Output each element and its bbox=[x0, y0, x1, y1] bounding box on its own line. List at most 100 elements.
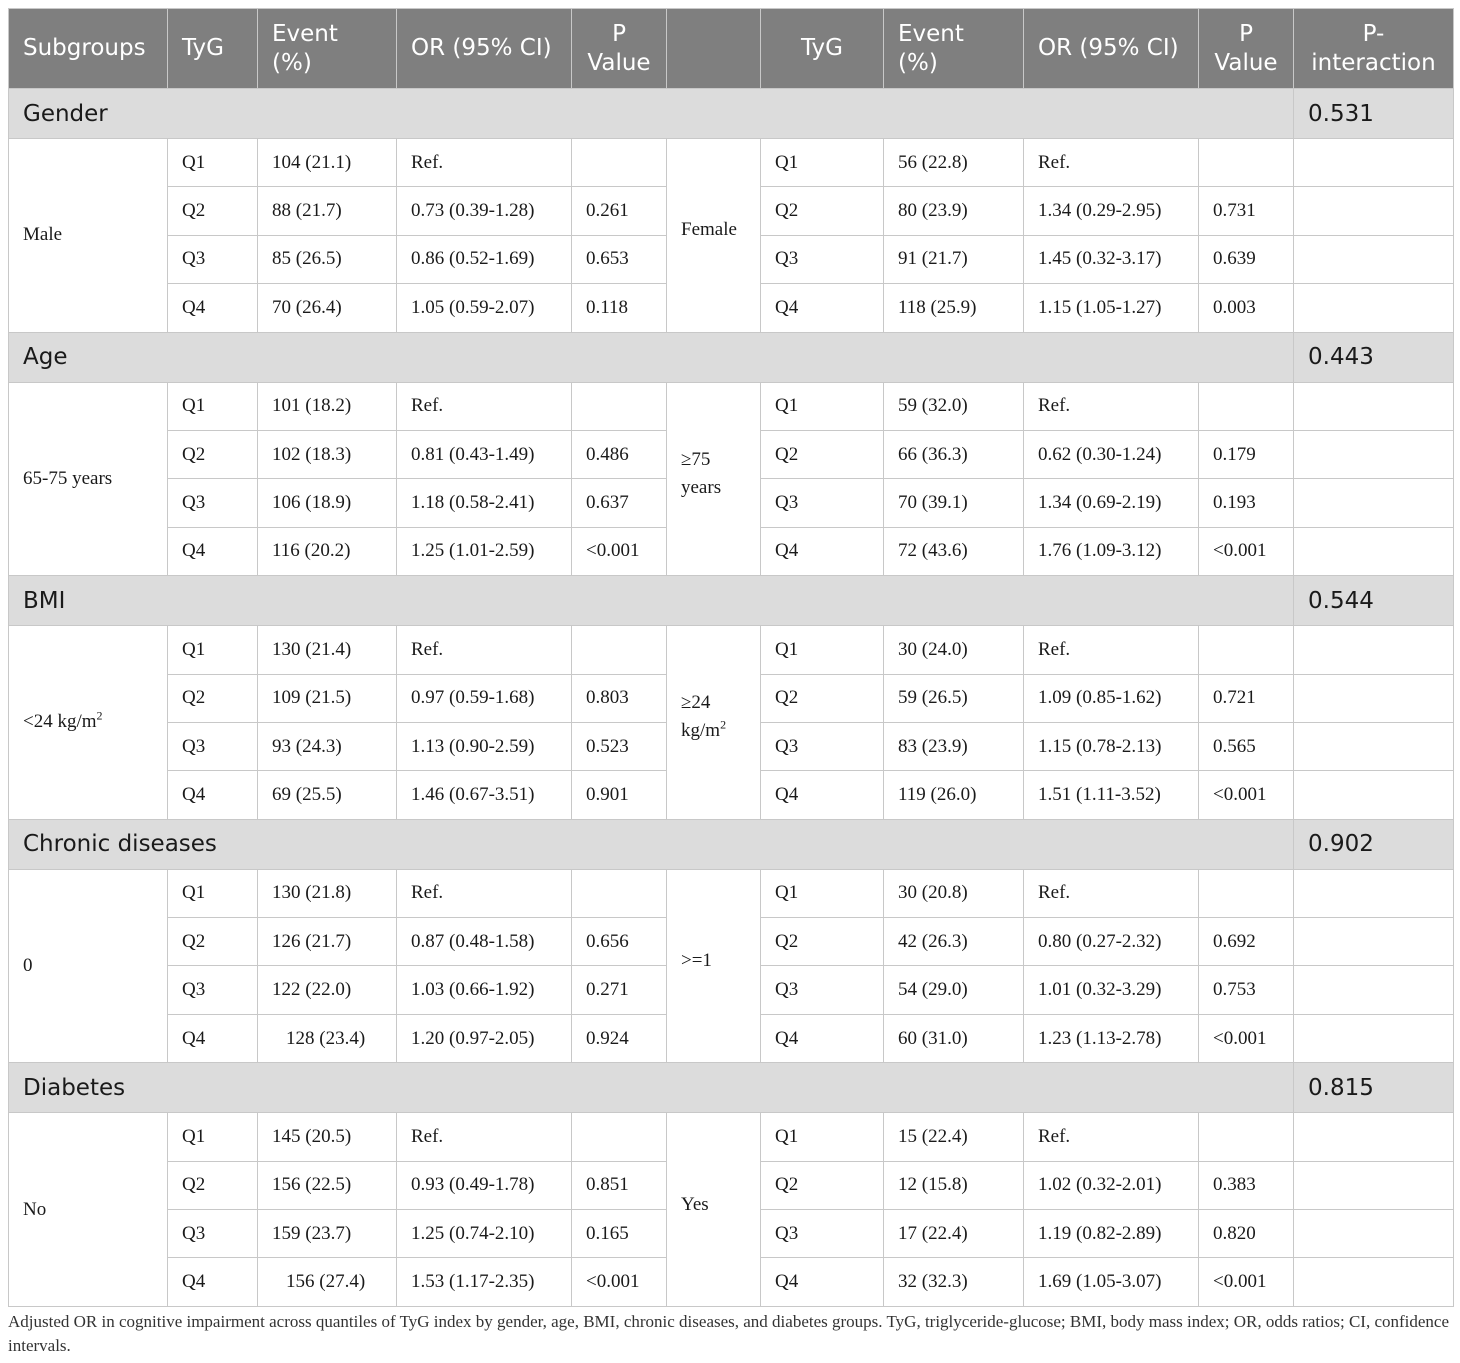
odds-ratio: 1.13 (0.90-2.59) bbox=[396, 721, 572, 772]
group-name: Age bbox=[8, 331, 1294, 383]
odds-ratio: 0.93 (0.49-1.78) bbox=[396, 1160, 572, 1211]
event-count: 88 (21.7) bbox=[257, 186, 397, 236]
event-count: 156 (27.4) bbox=[257, 1257, 397, 1307]
p-value-2: <0.001 bbox=[1198, 770, 1294, 820]
tyg-quantile-2: Q4 bbox=[760, 770, 884, 820]
subgroup-label-text: >=1 bbox=[681, 949, 712, 971]
odds-ratio: 0.73 (0.39-1.28) bbox=[396, 186, 572, 236]
table-row: Q2 88 (21.7) 0.73 (0.39-1.28) 0.261 Q2 80 (23… bbox=[9, 186, 1454, 236]
table-row: Q4 156 (27.4) 1.53 (1.17-2.35) <0.001 Q4 32 (… bbox=[9, 1257, 1454, 1307]
event-count: 106 (18.9) bbox=[257, 478, 397, 528]
group-header-row: Chronic diseases 0.902 bbox=[8, 818, 1454, 870]
tyg-quantile: Q2 bbox=[167, 917, 258, 967]
tyg-quantile-2: Q2 bbox=[760, 429, 884, 480]
odds-ratio-2: Ref. bbox=[1023, 625, 1199, 675]
p-interaction-value: 0.531 bbox=[1293, 88, 1454, 139]
header-event: Event (%) bbox=[257, 8, 397, 89]
event-count: 93 (24.3) bbox=[257, 721, 397, 772]
subgroup-label-text: Male bbox=[23, 224, 63, 246]
tyg-quantile: Q4 bbox=[167, 770, 258, 820]
event-count-2: 17 (22.4) bbox=[883, 1209, 1024, 1259]
odds-ratio-2: 1.15 (0.78-2.13) bbox=[1023, 721, 1199, 772]
event-count-2: 12 (15.8) bbox=[883, 1160, 1024, 1211]
tyg-quantile: Q3 bbox=[167, 1209, 258, 1259]
p-interaction-cell bbox=[1293, 673, 1454, 723]
event-count: 116 (20.2) bbox=[257, 526, 397, 577]
header-tyg: TyG bbox=[167, 8, 258, 89]
p-value: <0.001 bbox=[571, 526, 667, 577]
p-value: 0.637 bbox=[571, 478, 667, 528]
tyg-quantile-2: Q3 bbox=[760, 234, 884, 285]
odds-ratio-2: 1.34 (0.69-2.19) bbox=[1023, 478, 1199, 528]
p-interaction-value: 0.902 bbox=[1293, 818, 1454, 870]
odds-ratio-2: 0.62 (0.30-1.24) bbox=[1023, 429, 1199, 480]
p-value-2: 0.565 bbox=[1198, 721, 1294, 772]
subgroup-label-text: 65-75 years bbox=[23, 467, 113, 489]
p-interaction-cell bbox=[1293, 429, 1454, 480]
odds-ratio: 1.25 (0.74-2.10) bbox=[396, 1209, 572, 1259]
event-count: 85 (26.5) bbox=[257, 234, 397, 285]
event-count: 102 (18.3) bbox=[257, 429, 397, 480]
odds-ratio: Ref. bbox=[396, 1112, 572, 1162]
table-row: Q3 93 (24.3) 1.13 (0.90-2.59) 0.523 Q3 83 (23… bbox=[9, 721, 1454, 772]
p-interaction-cell bbox=[1293, 526, 1454, 577]
subgroup-label-text: Female bbox=[681, 219, 737, 241]
p-interaction-cell bbox=[1293, 868, 1454, 919]
group-name: Chronic diseases bbox=[8, 818, 1294, 870]
event-count-2: 30 (20.8) bbox=[883, 868, 1024, 919]
group-header-row: Diabetes 0.815 bbox=[8, 1062, 1454, 1114]
tyg-quantile: Q3 bbox=[167, 234, 258, 285]
tyg-quantile: Q2 bbox=[167, 186, 258, 236]
p-value: 0.165 bbox=[571, 1209, 667, 1259]
p-interaction-cell bbox=[1293, 1160, 1454, 1211]
tyg-quantile-2: Q3 bbox=[760, 1209, 884, 1259]
subgroup-label-text: ≥24 kg/m bbox=[681, 692, 721, 742]
p-interaction-cell bbox=[1293, 721, 1454, 772]
p-value-2: 0.003 bbox=[1198, 283, 1294, 333]
odds-ratio-2: Ref. bbox=[1023, 1112, 1199, 1162]
header-tyg-2: TyG bbox=[760, 8, 884, 89]
tyg-quantile: Q3 bbox=[167, 721, 258, 772]
p-value: 0.653 bbox=[571, 234, 667, 285]
tyg-quantile: Q4 bbox=[167, 1013, 258, 1064]
header-p-value-2: P Value bbox=[1198, 8, 1294, 89]
event-count: 128 (23.4) bbox=[257, 1013, 397, 1064]
subgroup-label-left: No bbox=[8, 1112, 168, 1307]
table-row: Q4 70 (26.4) 1.05 (0.59-2.07) 0.118 Q4 118 (2… bbox=[9, 283, 1454, 333]
p-value-2: 0.383 bbox=[1198, 1160, 1294, 1211]
table-row: Q2 156 (22.5) 0.93 (0.49-1.78) 0.851 Q2 12 (1… bbox=[9, 1160, 1454, 1211]
event-count: 70 (26.4) bbox=[257, 283, 397, 333]
odds-ratio-2: 1.23 (1.13-2.78) bbox=[1023, 1013, 1199, 1064]
tyg-quantile-2: Q3 bbox=[760, 721, 884, 772]
subgroup-label-left: <24 kg/m2 bbox=[8, 625, 168, 820]
table-row: Q3 106 (18.9) 1.18 (0.58-2.41) 0.637 Q3 70 (3… bbox=[9, 478, 1454, 528]
p-value: 0.851 bbox=[571, 1160, 667, 1211]
p-value bbox=[571, 381, 667, 431]
tyg-quantile-2: Q2 bbox=[760, 186, 884, 236]
p-value bbox=[571, 137, 667, 188]
subgroup-label-right: ≥24 kg/m2 bbox=[666, 625, 761, 820]
header-subgroups: Subgroups bbox=[8, 8, 168, 89]
event-count-2: 83 (23.9) bbox=[883, 721, 1024, 772]
odds-ratio: 1.25 (1.01-2.59) bbox=[396, 526, 572, 577]
table-row: Q2 126 (21.7) 0.87 (0.48-1.58) 0.656 Q2 42 (2… bbox=[9, 917, 1454, 967]
subgroup-label-right: >=1 bbox=[666, 868, 761, 1064]
event-count-2: 59 (32.0) bbox=[883, 381, 1024, 431]
p-value: 0.486 bbox=[571, 429, 667, 480]
tyg-quantile: Q3 bbox=[167, 478, 258, 528]
tyg-quantile-2: Q1 bbox=[760, 625, 884, 675]
event-count-2: 118 (25.9) bbox=[883, 283, 1024, 333]
odds-ratio-2: 1.34 (0.29-2.95) bbox=[1023, 186, 1199, 236]
p-value-2: 0.179 bbox=[1198, 429, 1294, 480]
p-value-2 bbox=[1198, 868, 1294, 919]
table-row: Q4 116 (20.2) 1.25 (1.01-2.59) <0.001 Q4 72 (… bbox=[9, 526, 1454, 577]
event-count-2: 91 (21.7) bbox=[883, 234, 1024, 285]
tyg-quantile-2: Q4 bbox=[760, 526, 884, 577]
tyg-quantile: Q1 bbox=[167, 137, 258, 188]
p-value: 0.924 bbox=[571, 1013, 667, 1064]
odds-ratio-2: 1.69 (1.05-3.07) bbox=[1023, 1257, 1199, 1307]
tyg-quantile-2: Q4 bbox=[760, 283, 884, 333]
p-value: 0.803 bbox=[571, 673, 667, 723]
odds-ratio: 1.18 (0.58-2.41) bbox=[396, 478, 572, 528]
event-count-2: 59 (26.5) bbox=[883, 673, 1024, 723]
